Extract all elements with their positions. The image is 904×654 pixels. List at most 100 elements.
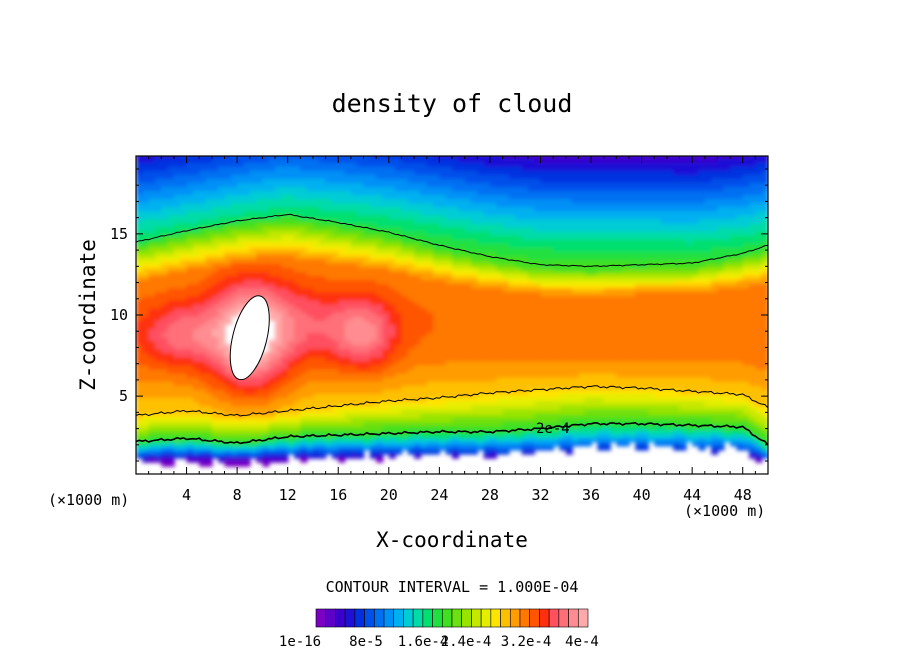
field-cell — [294, 425, 302, 431]
field-cell — [433, 206, 441, 212]
field-cell — [502, 226, 510, 232]
field-cell — [268, 453, 276, 459]
field-cell — [136, 198, 144, 204]
field-cell — [142, 194, 150, 200]
field-cell — [287, 275, 295, 281]
field-cell — [281, 380, 289, 386]
field-cell — [369, 279, 378, 285]
field-cell — [205, 279, 213, 285]
field-cell — [325, 376, 333, 382]
field-cell — [527, 230, 536, 236]
field-cell — [237, 445, 245, 451]
field-cell — [281, 323, 289, 329]
field-cell — [294, 283, 302, 289]
field-cell — [344, 234, 352, 240]
field-cell — [515, 336, 523, 342]
field-cell — [148, 311, 156, 317]
field-cell — [464, 283, 472, 289]
field-cell — [167, 323, 175, 329]
field-cell — [224, 254, 232, 260]
field-cell — [420, 283, 428, 289]
field-cell — [357, 271, 365, 277]
field-cell — [192, 429, 201, 435]
field-cell — [407, 352, 415, 358]
field-cell — [553, 421, 561, 427]
field-cell — [401, 198, 409, 204]
field-cell — [407, 384, 415, 390]
field-cell — [268, 348, 276, 354]
field-cell — [256, 246, 264, 252]
field-cell — [325, 405, 333, 411]
field-cell — [300, 360, 308, 366]
field-cell — [312, 425, 321, 431]
field-cell — [268, 388, 276, 394]
field-cell — [306, 190, 314, 196]
field-cell — [470, 291, 479, 297]
field-cell — [205, 206, 213, 212]
field-cell — [414, 368, 422, 374]
field-cell — [452, 259, 460, 264]
field-cell — [502, 246, 510, 252]
field-cell — [553, 303, 561, 309]
field-cell — [401, 441, 409, 447]
field-cell — [414, 275, 422, 281]
field-cell — [546, 380, 555, 386]
field-cell — [521, 445, 529, 451]
field-cell — [395, 287, 403, 293]
field-cell — [420, 186, 428, 191]
field-cell — [186, 291, 194, 297]
field-cell — [344, 437, 352, 443]
field-cell — [186, 340, 194, 346]
field-cell — [483, 198, 491, 204]
field-cell — [180, 441, 188, 447]
field-cell — [338, 283, 346, 289]
field-cell — [325, 177, 333, 183]
field-cell — [496, 368, 504, 374]
field-cell — [363, 230, 371, 236]
field-cell — [452, 376, 460, 382]
field-cell — [312, 340, 321, 346]
field-cell — [306, 173, 314, 179]
field-cell — [161, 259, 169, 264]
field-cell — [527, 405, 536, 411]
field-cell — [502, 206, 510, 212]
field-cell — [205, 186, 213, 191]
field-cell — [186, 327, 194, 333]
field-cell — [230, 449, 239, 455]
field-cell — [249, 425, 257, 431]
field-cell — [224, 194, 232, 200]
field-cell — [148, 348, 156, 354]
field-cell — [319, 238, 327, 244]
field-cell — [136, 303, 144, 309]
field-cell — [218, 368, 226, 374]
field-cell — [483, 267, 491, 273]
field-cell — [363, 275, 371, 281]
field-cell — [142, 181, 150, 187]
field-cell — [275, 263, 283, 269]
field-cell — [186, 198, 194, 204]
field-cell — [407, 173, 415, 179]
field-cell — [546, 311, 555, 317]
field-cell — [281, 190, 289, 196]
field-cell — [401, 327, 409, 333]
field-cell — [186, 413, 194, 419]
field-cell — [211, 210, 220, 216]
field-cell — [489, 348, 498, 354]
field-cell — [521, 348, 529, 354]
field-cell — [477, 327, 485, 333]
field-cell — [142, 457, 150, 463]
field-cell — [306, 194, 314, 200]
field-cell — [294, 340, 302, 346]
field-cell — [496, 340, 504, 346]
field-cell — [350, 190, 359, 196]
field-cell — [180, 311, 188, 317]
field-cell — [496, 210, 504, 216]
field-cell — [496, 413, 504, 419]
field-cell — [205, 173, 213, 179]
field-cell — [199, 364, 207, 370]
field-cell — [167, 271, 175, 277]
field-cell — [502, 433, 510, 439]
field-cell — [325, 307, 333, 313]
field-cell — [344, 384, 352, 390]
field-cell — [268, 429, 276, 435]
